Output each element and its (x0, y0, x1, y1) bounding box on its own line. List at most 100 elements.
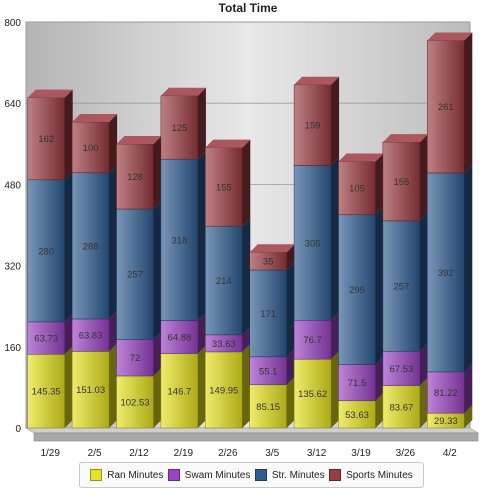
x-tick-label: 2/26 (218, 448, 238, 459)
bar-side (197, 345, 206, 428)
bar-side (64, 171, 73, 322)
bar-segment (205, 147, 243, 227)
x-tick-label: 4/2 (443, 448, 457, 459)
bar-side (419, 377, 428, 428)
bar-segment (382, 141, 421, 222)
bar-side (242, 326, 251, 352)
bar-side (419, 212, 428, 352)
bar-segment (71, 351, 110, 429)
bar-segment (382, 351, 421, 386)
legend-swatch (254, 469, 267, 481)
bar-side (331, 351, 340, 428)
bar-side (286, 376, 295, 428)
data-label: 33.63 (212, 339, 236, 350)
data-label: 257 (127, 270, 143, 281)
bar-segment (71, 121, 110, 174)
stacked-bar-chart: Total Time 0 160 320 480 640 800 145.35 63.73 2… (4, 1, 480, 459)
x-tick-label: 2/19 (174, 448, 194, 459)
legend-swatch (329, 469, 342, 481)
bar-segment (116, 375, 154, 429)
bar-segment (249, 269, 287, 358)
data-label: 145.35 (32, 387, 61, 398)
bar-top (382, 134, 428, 143)
bar-side (464, 164, 473, 372)
data-label: 155 (216, 182, 232, 193)
bar-side (197, 312, 206, 354)
legend-item: Sports Minutes (329, 469, 413, 481)
bar-side (242, 218, 251, 335)
bar-side (109, 343, 118, 428)
bar-side (464, 405, 473, 428)
bar-top (249, 244, 295, 253)
bar-top (338, 153, 384, 162)
data-label: 85.15 (256, 402, 280, 413)
data-label: 159 (305, 121, 321, 132)
floor-front (33, 432, 479, 442)
bar-side (242, 139, 251, 227)
bar-segment (338, 214, 376, 365)
data-label: 53.63 (345, 410, 369, 421)
bar-segment (338, 364, 376, 402)
data-label: 83.67 (390, 402, 414, 413)
x-tick-label: 2/5 (88, 448, 102, 459)
bar-side (153, 331, 162, 376)
legend-label: Ran Minutes (107, 469, 164, 481)
bar-segment (293, 84, 332, 166)
bar-segment (71, 172, 110, 320)
bar-top (27, 89, 73, 98)
x-axis: 1/29 2/5 2/12 2/19 2/26 3/5 3/12 3/19 3/26 4/2 (40, 448, 457, 459)
data-label: 305 (305, 238, 321, 249)
bar-top (294, 76, 340, 85)
bar-side (64, 346, 73, 428)
bar-segment (116, 339, 154, 377)
data-label: 288 (83, 241, 99, 252)
bar-side (153, 200, 162, 340)
bar-top (116, 136, 162, 145)
data-label: 63.73 (34, 334, 58, 345)
y-tick-label: 0 (15, 424, 21, 435)
bar-top (205, 139, 251, 148)
legend-swatch (167, 469, 180, 481)
bar-side (109, 164, 118, 319)
bar-side (464, 363, 473, 414)
x-tick-label: 3/19 (351, 448, 371, 459)
bar-side (331, 157, 340, 321)
data-label: 151.03 (76, 385, 105, 396)
bar-segment (427, 40, 465, 174)
bars (27, 32, 473, 429)
data-label: 128 (127, 172, 143, 183)
y-tick-label: 800 (4, 18, 21, 29)
data-label: 76.7 (303, 335, 322, 346)
bar-side (64, 313, 73, 355)
bar-side (64, 89, 73, 180)
bar-segment (205, 225, 243, 336)
legend-item: Swam Minutes (167, 469, 250, 481)
data-label: 125 (171, 123, 187, 134)
legend-item: Ran Minutes (90, 469, 163, 481)
bar-side (197, 87, 206, 160)
bar-side (375, 392, 384, 428)
bar-side (375, 153, 384, 215)
bar-segment (293, 358, 332, 429)
bar-segment (293, 319, 332, 360)
legend-swatch (90, 469, 103, 481)
data-labels: 145.35 63.73 280 162 151.03 63.83 288 100 102.53… (32, 102, 458, 427)
bar-segment (116, 208, 154, 340)
bar-segment (382, 220, 421, 352)
data-label: 295 (349, 285, 365, 296)
bar-side (153, 136, 162, 209)
data-label: 63.83 (79, 331, 103, 342)
bar-segment (160, 320, 199, 354)
data-label: 280 (38, 246, 54, 257)
data-label: 261 (438, 102, 454, 113)
bar-segment (27, 97, 65, 181)
bar-side (464, 32, 473, 173)
x-tick-label: 2/12 (129, 448, 149, 459)
data-label: 71.5 (348, 378, 367, 389)
bar-side (331, 76, 340, 166)
bar-top (72, 114, 118, 123)
x-tick-label: 3/12 (307, 448, 327, 459)
bar-side (419, 134, 428, 221)
data-label: 35 (263, 257, 274, 268)
legend-item: Str. Minutes (254, 469, 325, 481)
